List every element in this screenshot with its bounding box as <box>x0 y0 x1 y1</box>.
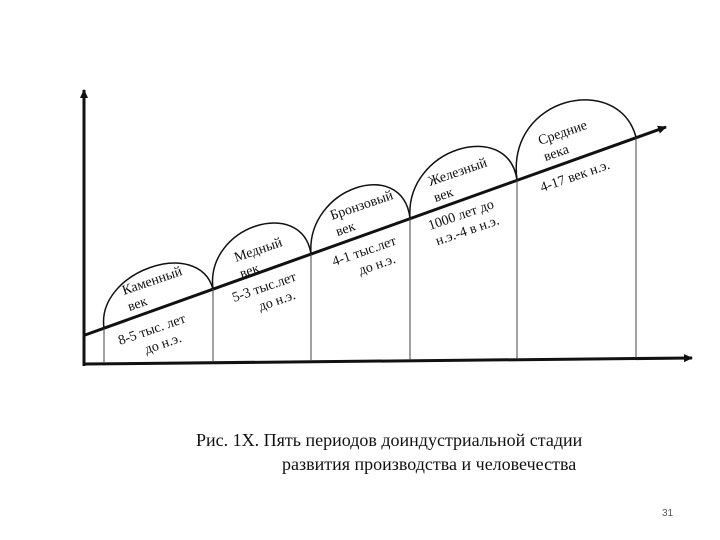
development-line <box>84 125 667 337</box>
period-name-middle: Средние века <box>536 117 598 165</box>
arch-copper-age <box>211 222 312 290</box>
period-dates-bronze: 4-1 тыс.лет до н.э. <box>330 233 407 286</box>
arch-iron-age <box>409 145 518 219</box>
page-number: 31 <box>662 508 674 519</box>
figure-caption-line-1: Рис. 1Х. Пять периодов доиндустриальной … <box>196 430 583 450</box>
period-arches <box>103 99 637 329</box>
period-names: Каменный век Медный век Бронзовый век Же… <box>120 117 598 315</box>
arch-bronze-age <box>310 183 411 255</box>
figure-caption-line-2: развития производства и человечества <box>282 454 577 474</box>
arch-middle-ages <box>515 99 637 181</box>
period-dividers <box>103 137 637 363</box>
period-name-stone: Каменный век <box>120 263 193 315</box>
period-dates: 8-5 тыс. лет до н.э. 5-3 тыс.лет до н.э.… <box>116 158 612 358</box>
x-axis <box>83 354 693 366</box>
arch-stone-age <box>103 262 214 329</box>
